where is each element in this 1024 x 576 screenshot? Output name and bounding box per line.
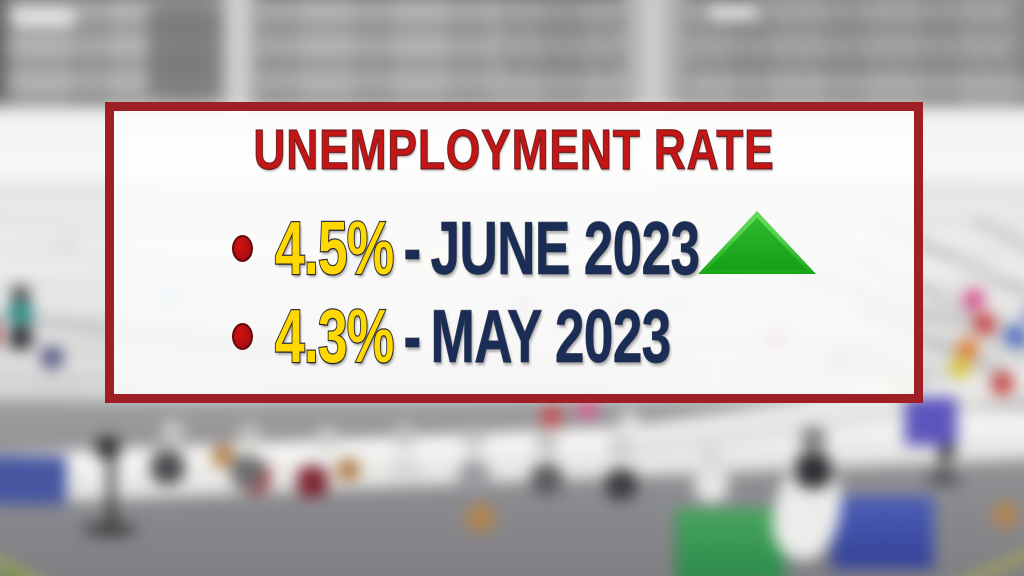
green-crate bbox=[675, 508, 785, 576]
stat-separator: - bbox=[403, 294, 421, 378]
stat-text: 4.5% - JUNE 2023 bbox=[274, 206, 700, 290]
standing-fan bbox=[96, 437, 120, 459]
panel-title: UNEMPLOYMENT RATE bbox=[253, 117, 775, 182]
standing-fan bbox=[940, 439, 946, 480]
standing-fan bbox=[924, 474, 963, 485]
blue-bin bbox=[0, 455, 67, 505]
standing-fan bbox=[107, 453, 116, 530]
stat-row-may-2023: 4.3% - MAY 2023 bbox=[232, 294, 832, 378]
bullet-icon bbox=[232, 322, 253, 350]
purple-bin bbox=[904, 397, 958, 446]
stat-period: MAY 2023 bbox=[430, 294, 671, 378]
stat-value: 4.3% bbox=[274, 294, 395, 378]
stat-text: 4.3% - MAY 2023 bbox=[274, 294, 671, 378]
ceiling-dark-right bbox=[1016, 0, 1024, 78]
blue-crate bbox=[831, 495, 935, 570]
pillar bbox=[222, 0, 258, 110]
stat-period: JUNE 2023 bbox=[430, 206, 700, 290]
ceiling-light bbox=[709, 6, 758, 20]
stat-separator: - bbox=[403, 206, 421, 290]
bullet-icon bbox=[232, 234, 253, 262]
stat-value: 4.5% bbox=[274, 206, 395, 290]
ceiling-light bbox=[12, 10, 76, 26]
standing-fan bbox=[82, 523, 138, 536]
unemployment-rate-panel: UNEMPLOYMENT RATE 4.5% - JUNE 2023 4.3% - MA… bbox=[105, 102, 923, 403]
ceiling-truss bbox=[499, 0, 1024, 83]
ceiling-dark-corner bbox=[0, 0, 6, 102]
stat-row-june-2023: 4.5% - JUNE 2023 bbox=[232, 206, 873, 290]
